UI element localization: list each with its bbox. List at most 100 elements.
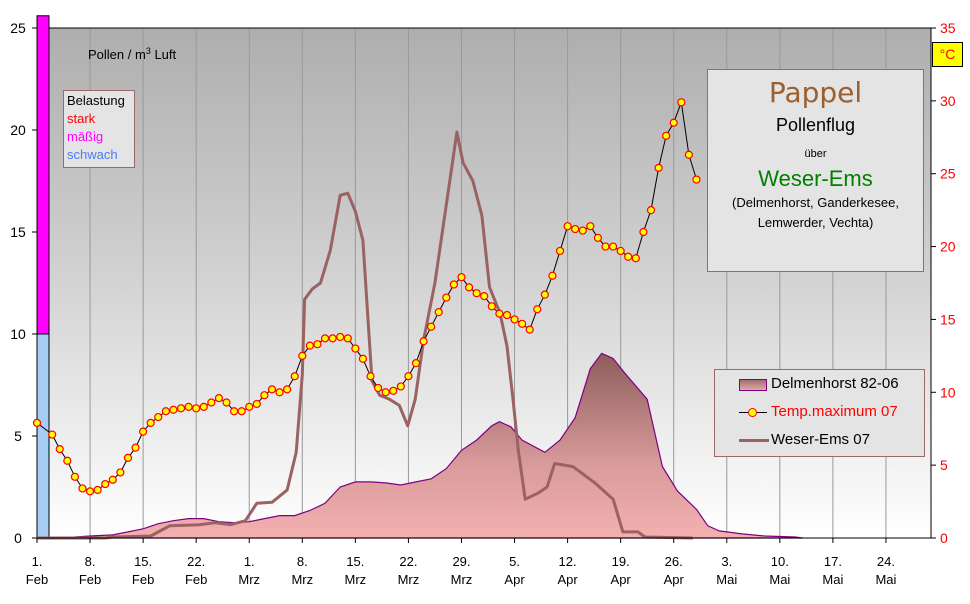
temp-point xyxy=(502,310,512,320)
temp-point xyxy=(184,402,193,411)
series-line-weser-ems xyxy=(37,130,693,540)
temp-point xyxy=(139,427,148,436)
temp-point xyxy=(578,226,587,235)
temp-point xyxy=(548,271,557,280)
legend-swatch-marker xyxy=(748,408,757,417)
temp-point xyxy=(32,418,42,427)
temp-point xyxy=(78,484,87,493)
y-tick-label-left: 25 xyxy=(10,20,26,36)
temp-point xyxy=(366,372,375,381)
temp-point xyxy=(275,388,284,397)
temp-point xyxy=(571,224,580,234)
x-tick-label-month: Mai xyxy=(875,572,896,587)
y-tick-label-right: 0 xyxy=(940,530,948,546)
temp-point xyxy=(320,334,330,343)
temp-point xyxy=(85,487,95,496)
temp-point xyxy=(381,388,390,397)
chart-title: Pappel xyxy=(768,76,863,109)
x-tick-label-month: Feb xyxy=(79,572,101,587)
temp-point xyxy=(192,404,201,413)
temp-point xyxy=(374,383,383,393)
legend-delmenhorst: Delmenhorst 82-06 xyxy=(771,375,899,392)
x-tick-label-day: 8. xyxy=(85,554,96,569)
temp-point xyxy=(101,479,110,489)
title-box: Pappel Pollenflug über Weser-Ems (Delmen… xyxy=(707,69,924,272)
series-legend: Delmenhorst 82-06 Temp.maximum 07 Weser-… xyxy=(714,369,925,457)
x-tick-label-day: 8. xyxy=(297,554,308,569)
y-tick-label-left: 20 xyxy=(10,122,26,138)
temp-point xyxy=(108,475,117,484)
temp-point xyxy=(131,443,140,452)
legend-swatch-area xyxy=(739,379,767,391)
x-tick-label-day: 26. xyxy=(665,554,683,569)
temp-point xyxy=(404,372,413,381)
temp-point xyxy=(662,131,671,140)
temp-point xyxy=(336,332,345,342)
y-tick-label-right: 5 xyxy=(940,457,948,473)
x-tick-label-day: 5. xyxy=(509,554,520,569)
x-tick-label-day: 10. xyxy=(771,554,789,569)
temp-point xyxy=(48,430,57,439)
temp-point xyxy=(624,252,633,261)
y-tick-label-right: 30 xyxy=(940,93,956,109)
temp-point xyxy=(328,334,337,343)
temp-point xyxy=(495,309,504,318)
x-tick-label-day: 24. xyxy=(877,554,895,569)
belastung-title: Belastung xyxy=(67,93,125,108)
temp-point xyxy=(464,283,474,292)
x-tick-label-month: Mai xyxy=(822,572,843,587)
temp-point xyxy=(442,293,451,302)
x-tick-label-month: Feb xyxy=(132,572,154,587)
temp-point xyxy=(161,407,170,416)
temp-point xyxy=(176,404,186,413)
temp-point xyxy=(199,402,208,411)
x-tick-label-day: 3. xyxy=(721,554,732,569)
x-tick-label-month: Apr xyxy=(557,572,578,587)
temp-point xyxy=(472,289,481,298)
temp-point xyxy=(351,344,360,353)
x-tick-label-month: Feb xyxy=(185,572,207,587)
subtitle-ueber: über xyxy=(804,148,827,160)
temp-point xyxy=(510,315,519,324)
x-tick-label-month: Mrz xyxy=(345,572,367,587)
y-tick-label-right: 20 xyxy=(940,239,956,255)
temp-point xyxy=(260,391,269,400)
belastung-bar-maessig xyxy=(36,15,50,335)
temp-point xyxy=(533,305,542,314)
temp-point xyxy=(518,319,527,328)
temp-point xyxy=(480,292,489,301)
temp-point xyxy=(457,273,466,282)
temp-point xyxy=(563,222,572,231)
temp-point xyxy=(616,246,625,256)
x-tick-label-day: 15. xyxy=(346,554,364,569)
legend-swatch-weser xyxy=(739,439,769,442)
belastung-stark: stark xyxy=(67,111,96,126)
temp-point xyxy=(245,402,254,411)
temp-point xyxy=(305,341,314,350)
temp-point xyxy=(169,405,178,414)
temp-point xyxy=(207,398,216,407)
y-tick-label-left: 15 xyxy=(10,224,26,240)
x-tick-label-month: Apr xyxy=(664,572,685,587)
temp-point xyxy=(631,254,640,263)
x-tick-label-month: Mai xyxy=(716,572,737,587)
temp-point xyxy=(237,407,246,416)
temp-point xyxy=(586,222,595,231)
x-tick-label-day: 29. xyxy=(452,554,470,569)
temp-point xyxy=(63,456,72,465)
y-axis-label-left: Pollen / m3 Luft xyxy=(88,46,177,62)
x-tick-label-day: 12. xyxy=(559,554,577,569)
y-tick-label-left: 10 xyxy=(10,326,26,342)
temp-point xyxy=(358,354,368,363)
x-tick-label-month: Apr xyxy=(504,572,525,587)
y-tick-label-right: 15 xyxy=(940,311,956,327)
temp-point xyxy=(646,206,656,215)
legend-weser-ems: Weser-Ems 07 xyxy=(771,431,870,448)
temp-point xyxy=(677,98,686,107)
temp-point xyxy=(267,385,277,394)
x-tick-label-month: Mai xyxy=(769,572,790,587)
temp-point xyxy=(214,394,224,403)
x-tick-label-day: 1. xyxy=(32,554,43,569)
temp-point xyxy=(684,150,693,159)
